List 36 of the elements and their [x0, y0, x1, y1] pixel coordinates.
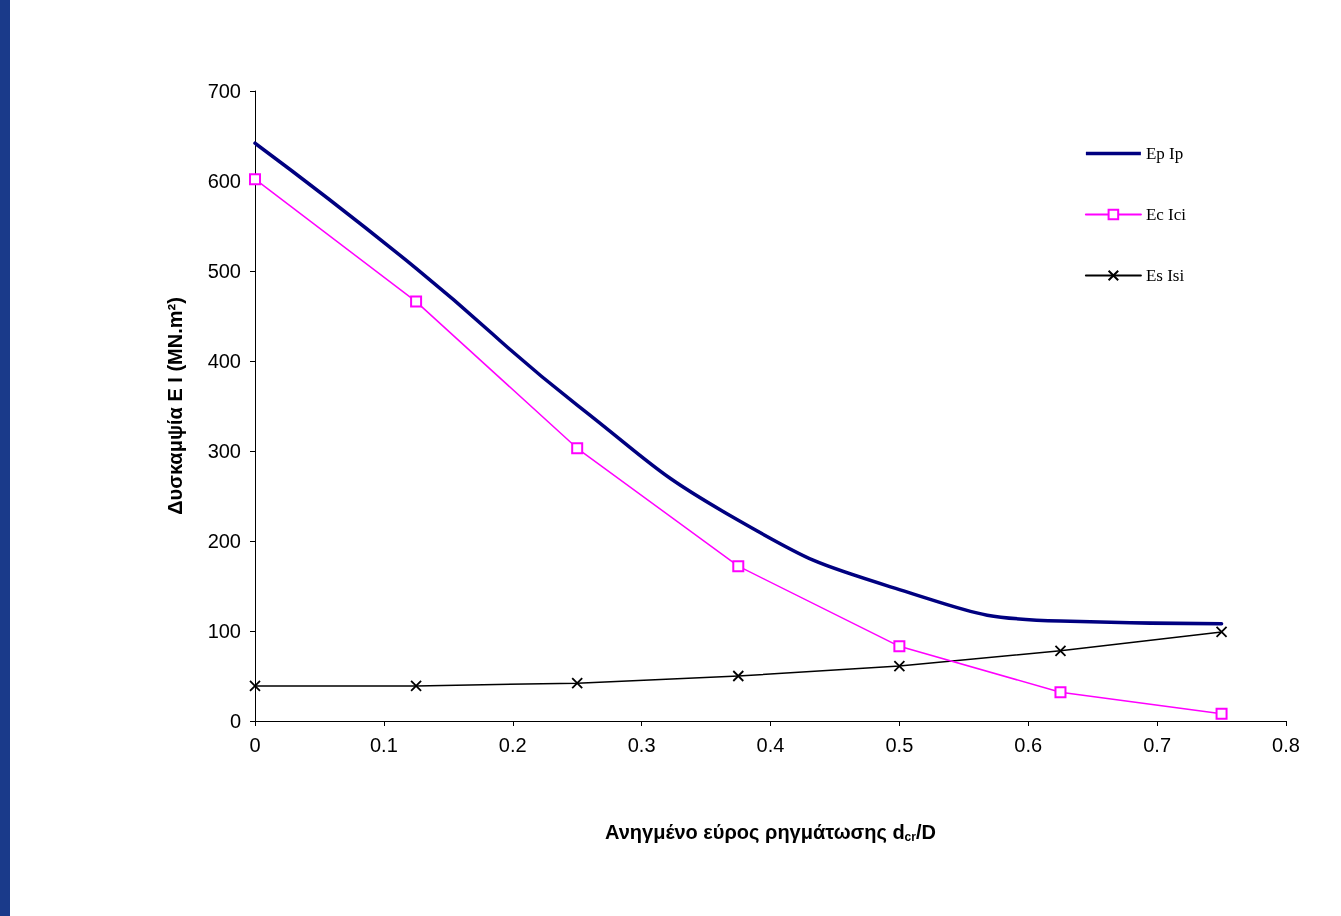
- point: [1054, 686, 1067, 699]
- x-tick-label: 0: [249, 734, 261, 756]
- point: [1215, 707, 1228, 720]
- line-series: [253, 141, 1224, 626]
- y-axis-title: Δυσκαμψία E I (MN.m²): [164, 297, 186, 515]
- point: [1054, 644, 1067, 657]
- y-tick-label: 200: [207, 530, 241, 552]
- y-tick-label: 100: [207, 620, 241, 642]
- y-tick-label: 500: [207, 260, 241, 282]
- point: [893, 660, 906, 672]
- legend-label: Es Isi: [1145, 266, 1185, 285]
- y-tick-label: 700: [207, 80, 241, 102]
- x-tick-label: 0.8: [1272, 734, 1300, 756]
- point: [1215, 626, 1228, 638]
- x-tick-label: 0.6: [1014, 734, 1043, 756]
- y-tick-label: 300: [207, 440, 241, 462]
- x-tick-label: 0.1: [369, 734, 398, 756]
- y-tick-label: 0: [229, 710, 241, 732]
- point: [249, 680, 261, 692]
- point: [410, 295, 423, 308]
- x-tick-label: 0.2: [498, 734, 527, 756]
- point: [893, 640, 906, 653]
- x-tick-label: 0.4: [756, 734, 785, 756]
- point: [732, 560, 745, 573]
- legend-label: Ep Ip: [1145, 144, 1184, 163]
- point: [571, 442, 584, 455]
- point: [571, 677, 584, 690]
- x-tick-label: 0.5: [885, 734, 914, 756]
- y-tick-label: 600: [207, 170, 241, 192]
- y-tick-label: 400: [207, 350, 241, 372]
- point: [249, 173, 261, 186]
- point: [410, 680, 422, 692]
- x-tick-label: 0.7: [1143, 734, 1172, 756]
- x-tick-label: 0.3: [627, 734, 656, 756]
- point: [732, 670, 745, 682]
- legend-label: Ec Ici: [1145, 205, 1187, 224]
